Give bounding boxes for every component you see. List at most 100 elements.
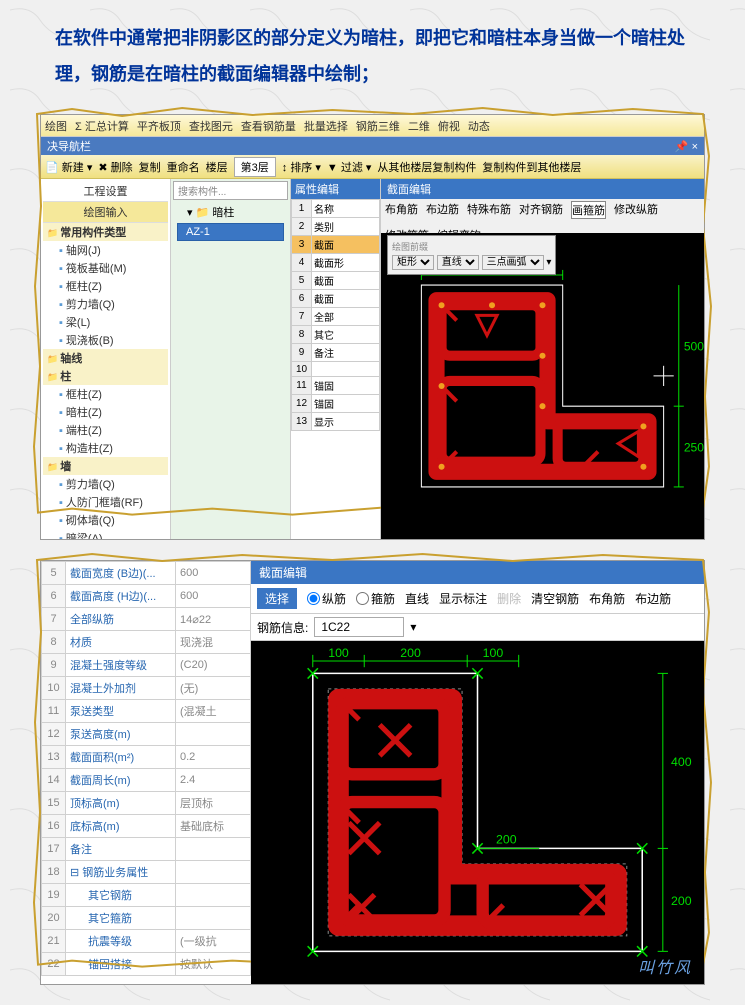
btn-sort[interactable]: ↕ 排序 ▾ bbox=[282, 159, 321, 175]
component-tree[interactable]: 搜索构件... ▾ 📁 暗柱 AZ-1 bbox=[171, 179, 291, 539]
cad-canvas-1[interactable]: 500 500 250 bbox=[381, 233, 704, 539]
property-row[interactable]: 7全部纵筋14⌀22 bbox=[42, 608, 251, 631]
tool-batch[interactable]: 批量选择 bbox=[304, 118, 348, 134]
tab-stirrup[interactable]: 画箍筋 bbox=[571, 201, 606, 219]
property-row[interactable]: 13截面面积(m²)0.2 bbox=[42, 746, 251, 769]
nav-node[interactable]: 筏板基础(M) bbox=[43, 259, 168, 277]
property-row[interactable]: 6截面高度 (H边)(...600 bbox=[42, 585, 251, 608]
section-editor[interactable]: 截面编辑 布角筋 布边筋 特殊布筋 对齐钢筋 画箍筋 修改纵筋 修改箍筋 编辑弯… bbox=[381, 179, 704, 539]
btn-clear[interactable]: 清空钢筋 bbox=[531, 590, 579, 607]
dropdown-icon-2[interactable]: ▾ bbox=[410, 620, 416, 634]
nav-node[interactable]: 砌体墙(Q) bbox=[43, 511, 168, 529]
tool-3d[interactable]: 钢筋三维 bbox=[356, 118, 400, 134]
draw-mode-popup[interactable]: 绘图前缀 矩形 直线 三点画弧 ▾ bbox=[387, 235, 556, 275]
btn-new[interactable]: 📄 新建 ▾ bbox=[45, 159, 92, 175]
nav-node[interactable]: 端柱(Z) bbox=[43, 421, 168, 439]
btn-delete[interactable]: ✖ 删除 bbox=[98, 159, 132, 175]
property-row[interactable]: 14截面周长(m)2.4 bbox=[42, 769, 251, 792]
tool-align[interactable]: 平齐板顶 bbox=[137, 118, 181, 134]
property-grid[interactable]: 属性编辑 1名称2类别3截面4截面形5截面6截面7全部8其它9备注1011锚固1… bbox=[291, 179, 381, 539]
nav-node[interactable]: 人防门框墙(RF) bbox=[43, 493, 168, 511]
pin-icon[interactable]: 📌 × bbox=[675, 140, 698, 153]
nav-node[interactable]: 轴网(J) bbox=[43, 241, 168, 259]
property-row[interactable]: 21抗震等级(一级抗 bbox=[42, 930, 251, 953]
btn-copy-to[interactable]: 复制构件到其他楼层 bbox=[482, 159, 581, 175]
nav-tree[interactable]: 工程设置 绘图输入 常用构件类型轴网(J)筏板基础(M)框柱(Z)剪力墙(Q)梁… bbox=[41, 179, 170, 539]
tool-dynamic[interactable]: 动态 bbox=[468, 118, 490, 134]
property-row[interactable]: 22锚固搭接按默认 bbox=[42, 953, 251, 976]
grid-row[interactable]: 8其它 bbox=[292, 326, 380, 344]
grid-row[interactable]: 5截面 bbox=[292, 272, 380, 290]
cad-canvas-2[interactable]: 100 200 100 400 200 200 叫竹风 bbox=[251, 641, 704, 984]
tab-edge[interactable]: 布边筋 bbox=[426, 201, 459, 219]
tool-draw[interactable]: 绘图 bbox=[45, 118, 67, 134]
nav-node[interactable]: 柱 bbox=[43, 367, 168, 385]
btn-show-dim[interactable]: 显示标注 bbox=[439, 590, 487, 607]
floor-select[interactable]: 第3层 bbox=[234, 157, 276, 177]
nav-node[interactable]: 常用构件类型 bbox=[43, 223, 168, 241]
grid-row[interactable]: 13显示 bbox=[292, 413, 380, 431]
property-row[interactable]: 17备注 bbox=[42, 838, 251, 861]
tab-mod-long[interactable]: 修改纵筋 bbox=[614, 201, 658, 219]
nav-node[interactable]: 剪力墙(Q) bbox=[43, 475, 168, 493]
property-row[interactable]: 19其它钢筋 bbox=[42, 884, 251, 907]
radio-longitudinal[interactable]: 纵筋 bbox=[307, 590, 346, 607]
search-input[interactable]: 搜索构件... bbox=[173, 181, 288, 200]
tool-sum[interactable]: Σ 汇总计算 bbox=[75, 118, 129, 134]
property-row[interactable]: 8材质现浇混 bbox=[42, 631, 251, 654]
nav-node[interactable]: 暗梁(A) bbox=[43, 529, 168, 539]
grid-row[interactable]: 2类别 bbox=[292, 218, 380, 236]
tab-corner[interactable]: 布角筋 bbox=[385, 201, 418, 219]
grid-row[interactable]: 12锚固 bbox=[292, 395, 380, 413]
btn-line[interactable]: 直线 bbox=[405, 590, 429, 607]
property-row[interactable]: 10混凝土外加剂(无) bbox=[42, 677, 251, 700]
tab-special[interactable]: 特殊布筋 bbox=[467, 201, 511, 219]
tool-view-rebar[interactable]: 查看钢筋量 bbox=[241, 118, 296, 134]
grid-row[interactable]: 3截面 bbox=[292, 236, 380, 254]
nav-node[interactable]: 墙 bbox=[43, 457, 168, 475]
line-select[interactable]: 直线 bbox=[437, 255, 479, 270]
arc-select[interactable]: 三点画弧 bbox=[482, 255, 544, 270]
grid-row[interactable]: 10 bbox=[292, 362, 380, 377]
tool-find[interactable]: 查找图元 bbox=[189, 118, 233, 134]
property-row[interactable]: 12泵送高度(m) bbox=[42, 723, 251, 746]
nav-node[interactable]: 暗柱(Z) bbox=[43, 403, 168, 421]
property-row[interactable]: 11泵送类型(混凝土 bbox=[42, 700, 251, 723]
nav-btn-settings[interactable]: 工程设置 bbox=[43, 181, 168, 202]
nav-node[interactable]: 梁(L) bbox=[43, 313, 168, 331]
btn-copy-from[interactable]: 从其他楼层复制构件 bbox=[377, 159, 476, 175]
tab-align[interactable]: 对齐钢筋 bbox=[519, 201, 563, 219]
property-row[interactable]: 15顶标高(m)层顶标 bbox=[42, 792, 251, 815]
btn-del[interactable]: 删除 bbox=[497, 590, 521, 607]
property-row[interactable]: 18⊟ 钢筋业务属性 bbox=[42, 861, 251, 884]
grid-row[interactable]: 6截面 bbox=[292, 290, 380, 308]
nav-node[interactable]: 现浇板(B) bbox=[43, 331, 168, 349]
grid-row[interactable]: 1名称 bbox=[292, 200, 380, 218]
tree-selected[interactable]: AZ-1 bbox=[177, 223, 284, 241]
nav-node[interactable]: 框柱(Z) bbox=[43, 385, 168, 403]
rebar-input-2[interactable] bbox=[314, 617, 404, 637]
grid-row[interactable]: 11锚固 bbox=[292, 377, 380, 395]
radio-stirrup[interactable]: 箍筋 bbox=[356, 590, 395, 607]
tool-2d[interactable]: 二维 bbox=[408, 118, 430, 134]
property-row[interactable]: 9混凝土强度等级(C20) bbox=[42, 654, 251, 677]
property-row[interactable]: 16底标高(m)基础底标 bbox=[42, 815, 251, 838]
property-panel[interactable]: 5截面宽度 (B边)(...6006截面高度 (H边)(...6007全部纵筋1… bbox=[41, 561, 251, 984]
grid-row[interactable]: 9备注 bbox=[292, 344, 380, 362]
tool-top-view[interactable]: 俯视 bbox=[438, 118, 460, 134]
tree-root[interactable]: ▾ 📁 暗柱 bbox=[171, 202, 290, 222]
property-row[interactable]: 5截面宽度 (B边)(...600 bbox=[42, 562, 251, 585]
nav-node[interactable]: 框柱(Z) bbox=[43, 277, 168, 295]
property-row[interactable]: 20其它箍筋 bbox=[42, 907, 251, 930]
nav-node[interactable]: 剪力墙(Q) bbox=[43, 295, 168, 313]
btn-copy[interactable]: 复制 bbox=[139, 159, 161, 175]
btn-rename[interactable]: 重命名 bbox=[167, 159, 200, 175]
nav-btn-draw[interactable]: 绘图输入 bbox=[43, 202, 168, 223]
nav-node[interactable]: 轴线 bbox=[43, 349, 168, 367]
shape-select[interactable]: 矩形 bbox=[392, 255, 434, 270]
select-button[interactable]: 选择 bbox=[257, 588, 297, 609]
grid-row[interactable]: 4截面形 bbox=[292, 254, 380, 272]
grid-row[interactable]: 7全部 bbox=[292, 308, 380, 326]
nav-node[interactable]: 构造柱(Z) bbox=[43, 439, 168, 457]
btn-corner2[interactable]: 布角筋 bbox=[589, 590, 625, 607]
